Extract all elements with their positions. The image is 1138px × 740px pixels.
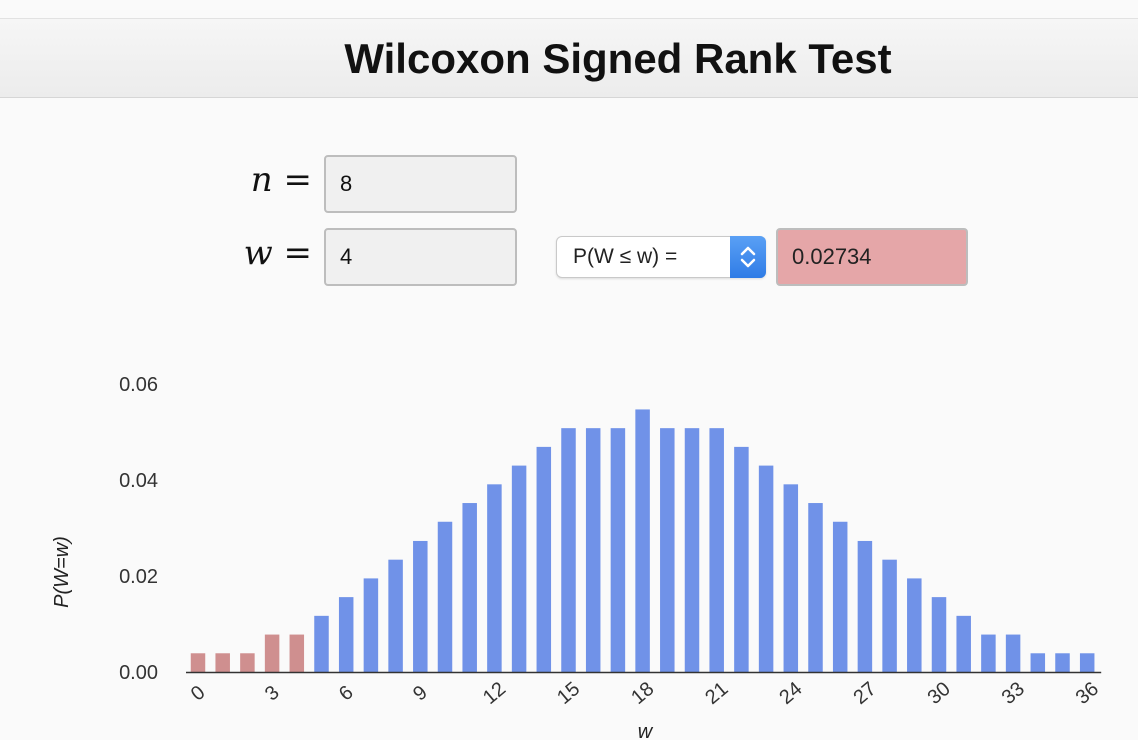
bar: [956, 615, 971, 672]
y-axis-label: P(W=w): [51, 536, 73, 608]
x-tick-label: 9: [409, 681, 432, 705]
bar: [660, 428, 675, 672]
n-input[interactable]: [324, 155, 517, 213]
bar: [981, 634, 996, 672]
probability-type-label: P(W ≤ w) =: [573, 245, 678, 268]
x-tick-label: 30: [924, 678, 955, 709]
x-axis-label: w: [638, 721, 654, 740]
w-input[interactable]: [324, 228, 517, 286]
y-tick-label: 0.00: [119, 662, 158, 684]
title-bar: Wilcoxon Signed Rank Test: [0, 18, 1138, 98]
x-tick-label: 18: [627, 678, 658, 709]
bar: [783, 484, 799, 672]
x-tick-label: 24: [775, 678, 806, 709]
bar: [487, 484, 502, 672]
bar: [808, 503, 823, 672]
n-label: n =: [250, 160, 312, 200]
bar: [1055, 653, 1070, 672]
x-tick-label: 36: [1072, 678, 1103, 709]
bar: [734, 446, 749, 672]
x-tick-label: 15: [553, 678, 584, 709]
x-tick-label: 21: [701, 678, 732, 709]
probability-result: 0.02734: [776, 228, 968, 286]
x-tick-label: 6: [335, 681, 358, 705]
y-tick-label: 0.06: [119, 374, 158, 396]
bar: [907, 578, 922, 672]
bar: [240, 653, 255, 672]
bar: [1005, 634, 1021, 672]
x-tick-label: 0: [187, 681, 210, 705]
chevron-up-down-icon[interactable]: [730, 236, 766, 278]
bar: [462, 503, 477, 672]
x-tick-label: 27: [849, 678, 880, 709]
distribution-chart: 0.000.020.040.06 0 3 6 9 12 15 18 21 24 27 30 33 36 …: [51, 374, 1103, 740]
bar: [190, 653, 206, 672]
bar: [709, 428, 724, 672]
bar: [536, 446, 552, 672]
probability-type-select[interactable]: P(W ≤ w) =: [556, 236, 766, 278]
x-tick-label: 12: [479, 678, 510, 709]
bar: [388, 559, 403, 672]
bar: [413, 540, 428, 672]
bar: [585, 428, 601, 672]
bar: [882, 559, 897, 672]
bar: [610, 428, 626, 672]
page-title: Wilcoxon Signed Rank Test: [344, 35, 892, 82]
bar: [635, 409, 650, 672]
bar: [832, 521, 848, 672]
bar: [684, 428, 700, 672]
bar: [215, 653, 230, 672]
bar: [758, 465, 774, 672]
w-label: w =: [243, 233, 312, 273]
bar: [338, 597, 354, 672]
bar: [511, 465, 527, 672]
bar: [561, 428, 576, 672]
x-tick-label: 33: [998, 678, 1029, 709]
x-tick-label: 3: [261, 681, 284, 705]
bar: [437, 521, 453, 672]
bar: [363, 578, 379, 672]
bar: [289, 634, 305, 672]
bar: [857, 540, 873, 672]
bar: [314, 615, 329, 672]
bar: [1030, 653, 1046, 672]
bar: [931, 597, 947, 672]
y-tick-label: 0.02: [119, 566, 158, 588]
bar: [264, 634, 280, 672]
bar: [1079, 653, 1095, 672]
y-tick-label: 0.04: [119, 470, 158, 492]
